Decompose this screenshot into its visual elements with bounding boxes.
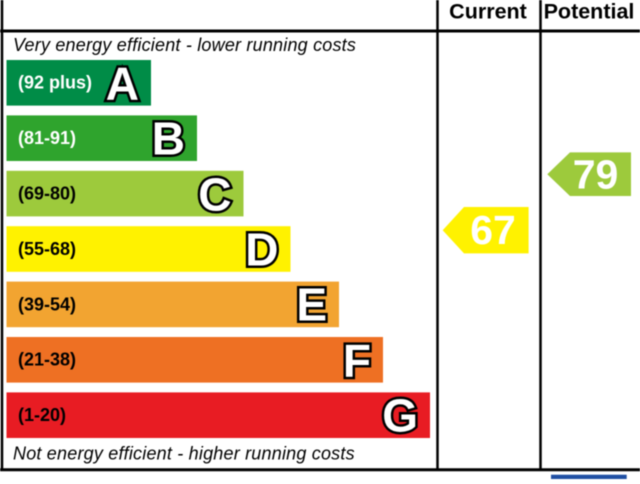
svg-text:(55-68): (55-68)	[18, 239, 76, 259]
svg-text:F: F	[343, 335, 371, 387]
svg-text:Very energy efficient - lower: Very energy efficient - lower running co…	[13, 35, 356, 55]
svg-text:(1-20): (1-20)	[18, 405, 66, 425]
svg-text:(39-54): (39-54)	[18, 294, 76, 314]
svg-text:79: 79	[573, 152, 619, 198]
svg-text:Not energy efficient - higher: Not energy efficient - higher running co…	[13, 444, 355, 464]
svg-text:Current: Current	[449, 0, 527, 24]
svg-text:E: E	[296, 279, 327, 331]
svg-text:B: B	[152, 113, 185, 165]
svg-text:A: A	[106, 58, 139, 110]
svg-text:G: G	[382, 390, 418, 442]
svg-text:(21-38): (21-38)	[18, 350, 76, 370]
svg-text:67: 67	[470, 207, 516, 253]
svg-text:C: C	[198, 169, 231, 221]
svg-text:Potential: Potential	[544, 0, 635, 24]
svg-text:D: D	[245, 224, 278, 276]
svg-text:(81-91): (81-91)	[18, 128, 76, 148]
svg-text:(92 plus): (92 plus)	[18, 73, 92, 93]
svg-text:(69-80): (69-80)	[18, 184, 76, 204]
